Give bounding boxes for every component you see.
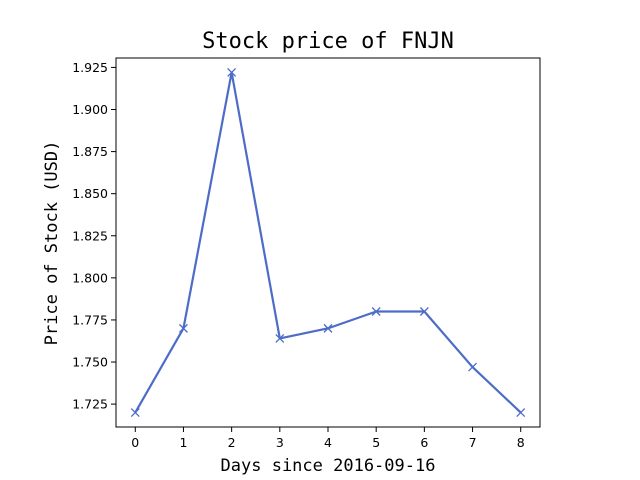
y-tick-label: 1.725 xyxy=(72,397,108,412)
x-tick-label: 0 xyxy=(131,435,139,450)
chart-title: Stock price of FNJN xyxy=(202,29,454,54)
x-tick-label: 6 xyxy=(420,435,428,450)
data-point-marker xyxy=(227,68,237,77)
data-point-marker xyxy=(178,323,188,333)
x-tick-label: 3 xyxy=(276,435,284,450)
x-tick-label: 8 xyxy=(517,435,525,450)
data-point-marker xyxy=(323,323,333,333)
data-point-marker xyxy=(419,307,429,316)
y-tick-label: 1.825 xyxy=(72,228,108,243)
x-axis-label: Days since 2016-09-16 xyxy=(221,456,436,476)
y-tick-label: 1.850 xyxy=(72,186,108,201)
data-point-marker xyxy=(468,362,478,372)
x-tick-label: 2 xyxy=(228,435,236,450)
x-tick-label: 7 xyxy=(469,435,477,450)
plot-area: 0 1 2 3 4 5 6 7 8 1.725 1.750 1.775 1.800 1.825 1.850 1… xyxy=(72,57,541,450)
data-point-marker xyxy=(371,307,381,316)
y-tick-label: 1.775 xyxy=(72,312,108,327)
x-tick-label: 4 xyxy=(324,435,332,450)
y-tick-label: 1.900 xyxy=(72,102,108,117)
data-point-marker xyxy=(516,408,526,417)
y-axis-label: Price of Stock (USD) xyxy=(42,141,62,346)
x-tick-label: 5 xyxy=(372,435,380,450)
data-point-marker xyxy=(275,333,285,343)
series-line xyxy=(134,71,522,414)
y-tick-label: 1.750 xyxy=(72,355,108,370)
y-tick-label: 1.925 xyxy=(72,60,108,75)
data-point-marker xyxy=(130,408,140,417)
y-tick-label: 1.875 xyxy=(72,144,108,159)
x-tick-label: 1 xyxy=(179,435,187,450)
y-tick-label: 1.800 xyxy=(72,270,108,285)
